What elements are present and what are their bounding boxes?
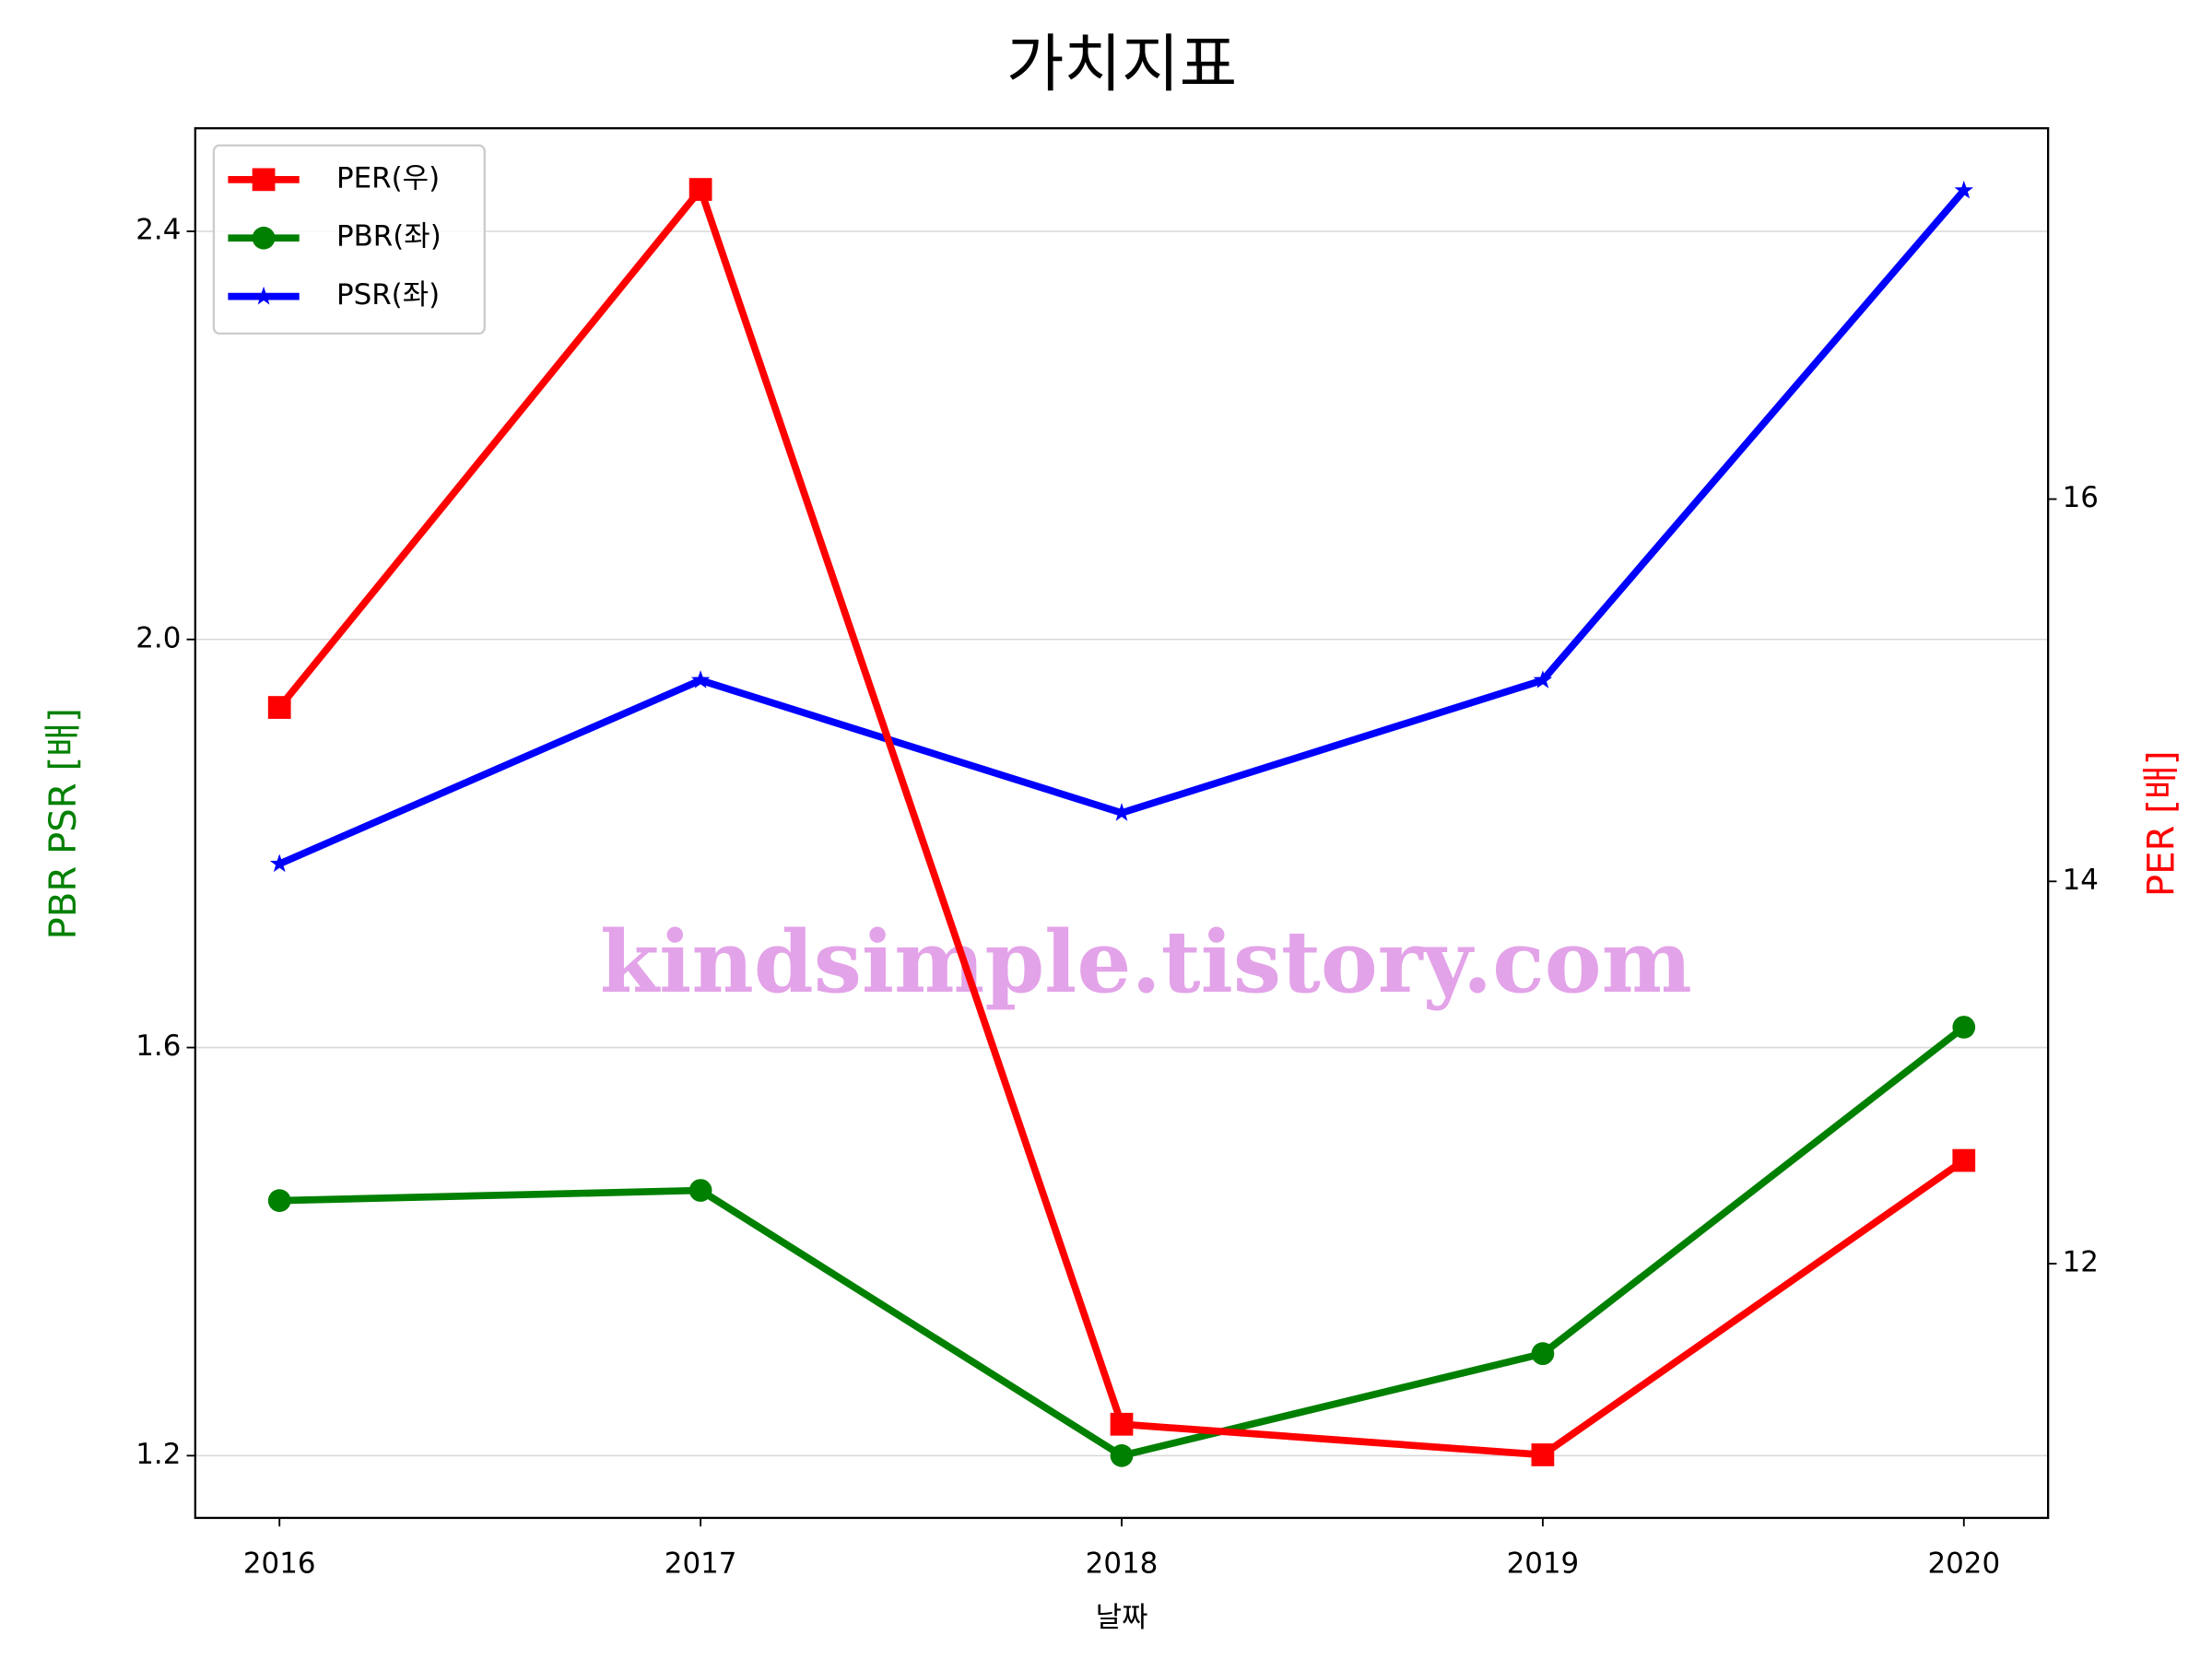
marker	[267, 1189, 291, 1213]
marker	[1952, 1016, 1976, 1039]
marker	[267, 696, 291, 719]
marker	[1110, 1444, 1134, 1467]
y-tick-label: 1.6	[135, 1030, 181, 1063]
marker	[1952, 1148, 1976, 1172]
marker	[688, 1179, 712, 1202]
marker	[1531, 1443, 1555, 1466]
x-tick-label: 2017	[665, 1547, 737, 1580]
y2-axis-label: PER [배]	[2140, 750, 2183, 897]
x-tick-label: 2020	[1927, 1547, 2000, 1580]
marker	[1110, 1412, 1134, 1436]
marker	[1531, 1342, 1555, 1366]
y-tick-label: 2.4	[135, 213, 181, 246]
y2-tick-label: 12	[2063, 1246, 2099, 1279]
x-tick-label: 2016	[243, 1547, 316, 1580]
x-tick-label: 2018	[1086, 1547, 1159, 1580]
y2-tick-label: 16	[2063, 481, 2099, 514]
marker	[1112, 803, 1132, 821]
y2-tick-label: 14	[2063, 864, 2099, 897]
legend-label: PSR(좌)	[336, 278, 440, 312]
legend-label: PER(우)	[336, 161, 440, 194]
watermark: kindsimple.tistory.com	[600, 912, 1692, 1012]
legend-box	[212, 144, 486, 335]
plot-frame	[194, 127, 2050, 1520]
marker	[690, 670, 711, 688]
y-axis-label: PBR PSR [배]	[42, 708, 85, 939]
marker	[688, 178, 712, 201]
x-axis-label: 날짜	[1096, 1601, 1148, 1634]
marker	[269, 853, 289, 873]
marker	[253, 286, 274, 305]
marker	[1533, 670, 1553, 688]
legend-label: PBR(좌)	[336, 220, 441, 253]
marker	[252, 168, 276, 192]
y-tick-label: 2.0	[135, 621, 181, 654]
y-tick-label: 1.2	[135, 1438, 181, 1471]
marker	[252, 226, 276, 250]
x-tick-label: 2019	[1507, 1547, 1580, 1580]
chart-title: 가치지표	[1006, 29, 1237, 101]
marker	[1954, 180, 1974, 199]
